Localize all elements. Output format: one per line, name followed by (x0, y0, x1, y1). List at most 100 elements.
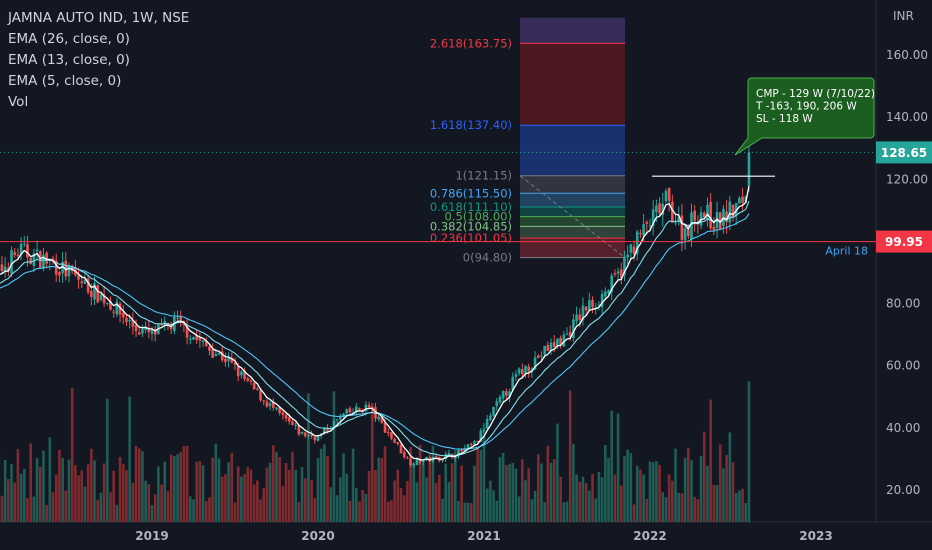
volume-bar (115, 504, 119, 522)
fib-zone (520, 238, 625, 258)
candle-body (495, 401, 499, 407)
indicator-ema26[interactable]: EMA (26, close, 0) (8, 31, 130, 47)
volume-bar (731, 462, 735, 522)
symbol-title[interactable]: JAMNA AUTO IND, 1W, NSE (8, 10, 190, 26)
candle-body (642, 224, 645, 237)
candle-body (409, 458, 412, 465)
cmp-callout[interactable]: CMP - 129 W (7/10/22)T -163, 190, 206 WS… (734, 77, 875, 156)
price-tick-label: 20.00 (886, 483, 920, 497)
volume-bar (284, 462, 288, 522)
volume-bar (240, 476, 243, 522)
volume-bar (505, 464, 508, 522)
candle-body (629, 244, 633, 253)
volume-bar (147, 484, 151, 522)
volume-bar (690, 460, 693, 522)
indicator-volume[interactable]: Vol (8, 94, 29, 110)
candle-body (249, 380, 253, 382)
ema-lines (0, 185, 750, 461)
candle-body (240, 371, 243, 376)
candle-body (192, 337, 195, 340)
candle-body (453, 457, 457, 459)
candle-body (134, 325, 138, 332)
volume-bar (517, 496, 521, 522)
volume-bar (157, 466, 160, 522)
volume-bar (559, 476, 562, 522)
volume-bar (600, 477, 604, 522)
candle-body (109, 300, 112, 310)
volume-bar (319, 448, 323, 522)
candle-body (447, 452, 451, 455)
candle-body (393, 439, 396, 443)
candle-body (112, 311, 115, 313)
candle-body (32, 253, 36, 266)
volume-bar (236, 466, 240, 522)
volume-bar (67, 459, 71, 522)
volume-bar (680, 493, 684, 522)
price-tick-label: 40.00 (886, 421, 920, 435)
candle-body (131, 320, 135, 327)
fib-level-label: 0.618(111.10) (430, 200, 512, 214)
volume-bar (671, 480, 674, 522)
candle-body (616, 271, 620, 274)
candle-body (329, 429, 333, 431)
volume-bar (0, 495, 4, 522)
volume-bar (390, 500, 393, 522)
indicator-ema13[interactable]: EMA (13, close, 0) (8, 52, 130, 68)
volume-bar (300, 467, 304, 522)
candle-body (93, 283, 96, 300)
volume-bar (674, 448, 677, 522)
candle-body (377, 416, 380, 420)
volume-bar (230, 452, 234, 522)
volume-bar (399, 488, 403, 522)
candle-body (702, 212, 706, 218)
candle-body (406, 457, 409, 459)
indicator-ema5[interactable]: EMA (5, close, 0) (8, 73, 122, 89)
volume-bar (141, 451, 144, 522)
volume-bar (635, 465, 639, 522)
volume-bar (45, 504, 48, 522)
candle-body (731, 204, 735, 218)
volume-bar (137, 448, 141, 522)
volume-bar (687, 447, 690, 522)
candle-body (268, 403, 272, 406)
fib-zone (520, 125, 625, 176)
volume-bar (243, 474, 246, 522)
candle-body (262, 400, 266, 402)
volume-bar (150, 505, 154, 522)
candle-body (26, 244, 29, 258)
volume-bar (208, 497, 211, 522)
volume-bar (469, 502, 473, 522)
volume-bar (629, 453, 633, 522)
candle-body (211, 349, 214, 358)
volume-bar (307, 393, 310, 522)
candle-body (0, 264, 4, 272)
volume-bar (70, 387, 74, 522)
candle-body (128, 320, 131, 322)
candle-body (35, 249, 39, 252)
candle-body (457, 449, 460, 457)
volume-bar (201, 465, 205, 522)
candle-body (572, 319, 575, 339)
volume-bar (160, 484, 163, 522)
volume-bar (86, 464, 90, 522)
candle-body (339, 415, 342, 420)
volume-bar (99, 492, 103, 522)
candle-body (639, 232, 642, 235)
fib-zone (520, 226, 625, 239)
candle-body (7, 267, 10, 271)
volume-bar (3, 460, 7, 522)
volume-bar (29, 443, 32, 522)
volume-bar (412, 463, 416, 522)
volume-bar (584, 483, 588, 522)
volume-bar (51, 492, 55, 522)
candle-body (747, 152, 751, 186)
candle-body (259, 390, 262, 401)
candle-body (693, 210, 696, 221)
candle-body (176, 317, 179, 319)
volume-bar (77, 475, 80, 522)
fib-zone (520, 43, 625, 126)
candle-body (613, 273, 617, 275)
volume-bar (125, 470, 128, 522)
volume-bar (38, 466, 42, 522)
